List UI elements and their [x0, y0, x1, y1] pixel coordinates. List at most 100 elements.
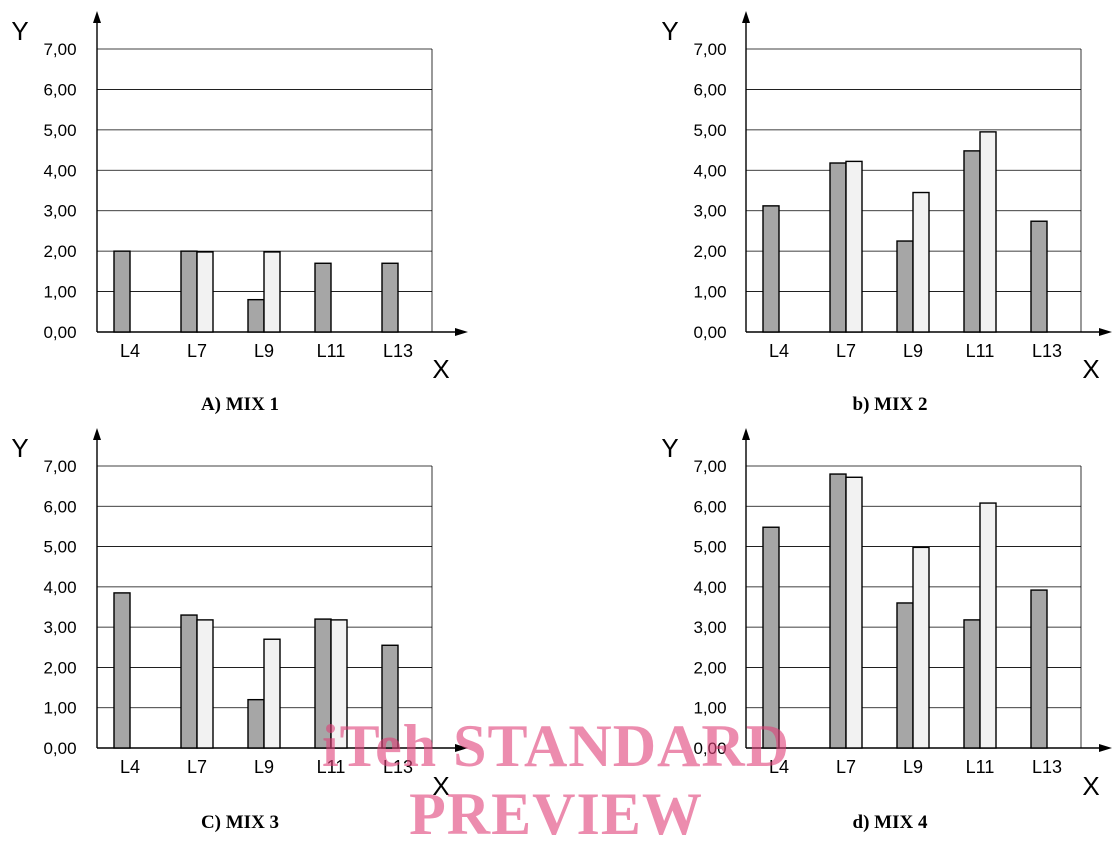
y-tick-label: 0,00	[693, 323, 726, 342]
bar-series-2-L7	[196, 251, 214, 333]
chart-caption: C) MIX 3	[201, 812, 279, 833]
bar-series-2-L11	[330, 619, 348, 749]
bar-series-2-L11	[979, 502, 997, 749]
y-tick-label: 0,00	[693, 739, 726, 758]
bar-series-2-L11	[979, 131, 997, 333]
y-axis-arrow	[93, 11, 101, 23]
y-tick-label: 7,00	[693, 457, 726, 476]
y-tick-label: 5,00	[43, 538, 76, 557]
x-tick-label: L11	[966, 757, 995, 777]
bar-series-1-L13	[1030, 220, 1048, 333]
x-tick-label: L4	[120, 757, 140, 777]
chart-caption: A) MIX 1	[201, 394, 279, 415]
y-axis-arrow	[742, 428, 750, 440]
x-tick-label: L7	[187, 341, 207, 361]
y-tick-label: 2,00	[43, 658, 76, 677]
x-axis-arrow	[1099, 744, 1112, 752]
y-tick-label: 6,00	[693, 80, 726, 99]
y-tick-label: 6,00	[43, 80, 76, 99]
y-tick-label: 0,00	[43, 739, 76, 758]
y-tick-label: 7,00	[693, 40, 726, 59]
bar-series-1-L7	[180, 250, 198, 333]
bar-series-1-L7	[829, 162, 847, 333]
bar-series-2-L9	[912, 191, 930, 333]
y-tick-label: 3,00	[693, 202, 726, 221]
x-axis-label: X	[1082, 771, 1099, 801]
x-tick-label: L7	[836, 341, 856, 361]
y-tick-label: 2,00	[693, 658, 726, 677]
y-tick-label: 0,00	[43, 323, 76, 342]
x-tick-label: L9	[254, 757, 274, 777]
y-tick-label: 1,00	[693, 283, 726, 302]
bar-series-1-L13	[381, 262, 399, 333]
bar-series-1-L4	[113, 592, 131, 749]
chart-panel-4: 0,00 1,00 2,00 3,00 4,00 5,00 6,00 7,00 Y X L4 L7 L9…	[661, 428, 1112, 833]
y-tick-label: 5,00	[693, 121, 726, 140]
bar-series-2-L7	[845, 476, 863, 749]
x-tick-label: L13	[1032, 341, 1062, 361]
bar-series-2-L9	[912, 546, 930, 749]
x-tick-label: L4	[769, 757, 789, 777]
x-tick-label: L13	[383, 757, 413, 777]
bar-series-1-L9	[896, 602, 914, 749]
y-axis-label: Y	[661, 16, 678, 46]
x-tick-label: L4	[120, 341, 140, 361]
bar-series-2-L9	[263, 251, 281, 333]
y-axis-label: Y	[11, 433, 28, 463]
bar-series-1-L11	[963, 150, 981, 333]
y-tick-label: 6,00	[43, 497, 76, 516]
y-tick-label: 3,00	[43, 618, 76, 637]
bar-series-2-L7	[196, 619, 214, 749]
y-tick-label: 5,00	[693, 538, 726, 557]
y-axis-label: Y	[661, 433, 678, 463]
y-tick-label: 2,00	[693, 242, 726, 261]
bar-series-2-L9	[263, 638, 281, 749]
x-tick-label: L11	[966, 341, 995, 361]
x-tick-label: L9	[903, 757, 923, 777]
x-axis-arrow	[455, 328, 468, 336]
bar-series-1-L9	[896, 240, 914, 333]
bar-series-1-L4	[762, 526, 780, 749]
y-tick-label: 3,00	[43, 202, 76, 221]
bar-series-1-L7	[180, 614, 198, 749]
bar-series-1-L4	[113, 250, 131, 333]
bar-series-1-L7	[829, 473, 847, 749]
y-tick-label: 1,00	[693, 699, 726, 718]
y-axis-arrow	[742, 11, 750, 23]
x-tick-label: L7	[836, 757, 856, 777]
bar-series-1-L11	[314, 262, 332, 333]
y-tick-label: 5,00	[43, 121, 76, 140]
bar-series-1-L4	[762, 205, 780, 333]
x-tick-label: L7	[187, 757, 207, 777]
x-tick-label: L9	[254, 341, 274, 361]
bar-series-1-L13	[1030, 589, 1048, 749]
x-tick-label: L9	[903, 341, 923, 361]
y-tick-label: 4,00	[43, 161, 76, 180]
bar-series-1-L11	[963, 619, 981, 749]
x-axis-label: X	[1082, 354, 1099, 384]
y-tick-label: 1,00	[43, 283, 76, 302]
y-tick-label: 1,00	[43, 699, 76, 718]
y-tick-label: 2,00	[43, 242, 76, 261]
y-tick-label: 7,00	[43, 40, 76, 59]
y-tick-label: 7,00	[43, 457, 76, 476]
x-tick-label: L13	[383, 341, 413, 361]
y-tick-label: 4,00	[693, 578, 726, 597]
bar-series-1-L11	[314, 618, 332, 749]
x-axis-label: X	[432, 354, 449, 384]
y-tick-label: 4,00	[693, 161, 726, 180]
x-axis-label: X	[432, 771, 449, 801]
chart-caption: b) MIX 2	[853, 394, 928, 415]
x-tick-label: L11	[317, 757, 346, 777]
y-tick-label: 3,00	[693, 618, 726, 637]
chart-caption: d) MIX 4	[853, 812, 928, 833]
x-tick-label: L11	[317, 341, 346, 361]
x-axis-arrow	[455, 744, 468, 752]
x-tick-label: L13	[1032, 757, 1062, 777]
chart-panel-2: 0,00 1,00 2,00 3,00 4,00 5,00 6,00 7,00 Y X L4 L7 L9…	[661, 11, 1112, 415]
y-tick-label: 4,00	[43, 578, 76, 597]
bar-series-1-L9	[247, 698, 265, 749]
y-axis-label: Y	[11, 16, 28, 46]
y-tick-label: 6,00	[693, 497, 726, 516]
